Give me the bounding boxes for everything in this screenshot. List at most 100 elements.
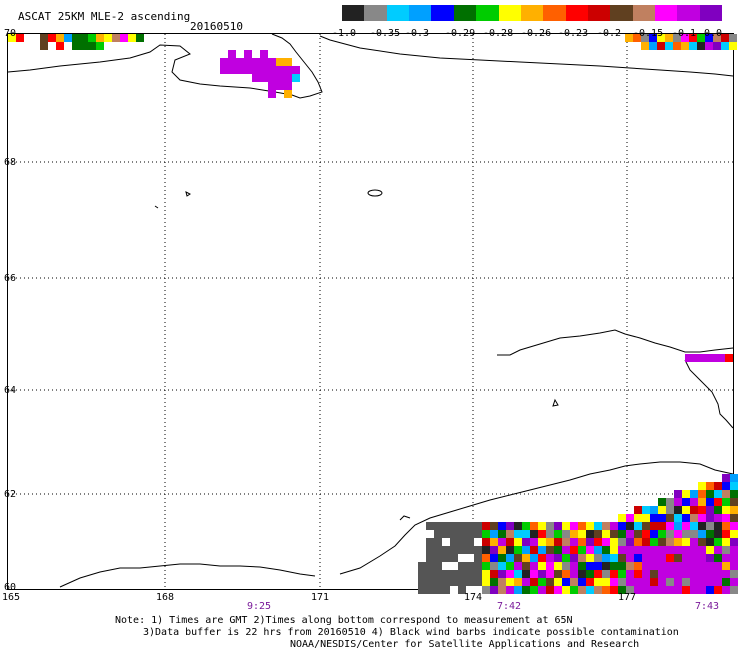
colorbar-label: -0.28 — [483, 28, 514, 39]
wind-cell — [602, 546, 610, 554]
wind-cell — [530, 562, 538, 570]
wind-cell — [490, 586, 498, 594]
wind-cell — [705, 34, 713, 42]
wind-cell — [730, 498, 738, 506]
wind-cell — [658, 554, 666, 562]
colorbar-label: -0.35 — [370, 28, 401, 39]
wind-cell — [602, 522, 610, 530]
wind-cell — [498, 578, 506, 586]
wind-cell — [522, 522, 530, 530]
wind-cell — [442, 538, 450, 546]
lat-label: 66 — [4, 273, 17, 284]
wind-cell — [458, 578, 466, 586]
wind-cell — [426, 546, 434, 554]
wind-cell — [722, 498, 730, 506]
wind-cell — [634, 522, 642, 530]
wind-cell — [506, 554, 514, 562]
wind-cell — [530, 570, 538, 578]
wind-cell — [650, 530, 658, 538]
wind-cell — [665, 34, 673, 42]
wind-cell — [674, 538, 682, 546]
wind-cell — [570, 554, 578, 562]
wind-cell — [292, 66, 300, 74]
wind-cell — [730, 506, 738, 514]
wind-cell — [690, 498, 698, 506]
wind-cell — [450, 554, 458, 562]
wind-cell — [450, 530, 458, 538]
wind-cell — [514, 546, 522, 554]
wind-cell — [482, 546, 490, 554]
wind-cell — [530, 522, 538, 530]
wind-cell — [682, 498, 690, 506]
wind-cell — [474, 586, 482, 594]
wind-cell — [426, 530, 434, 538]
colorbar-label: -0.26 — [521, 28, 552, 39]
wind-cell — [666, 570, 674, 578]
wind-cell — [682, 506, 690, 514]
wind-cell — [418, 578, 426, 586]
wind-cell — [709, 354, 717, 362]
wind-cell — [698, 514, 706, 522]
wind-cell — [610, 546, 618, 554]
colorbar-swatch — [587, 5, 611, 21]
wind-cell — [658, 546, 666, 554]
wind-cell — [228, 66, 236, 74]
wind-cell — [690, 562, 698, 570]
wind-cell — [538, 570, 546, 578]
wind-cell — [16, 34, 24, 42]
wind-cell — [674, 514, 682, 522]
wind-cell — [506, 586, 514, 594]
wind-cell — [634, 586, 642, 594]
wind-cell — [706, 562, 714, 570]
wind-cell — [292, 74, 300, 82]
wind-cell — [522, 578, 530, 586]
wind-cells — [8, 34, 738, 594]
wind-cell — [618, 586, 626, 594]
wind-cell — [722, 514, 730, 522]
wind-cell — [658, 522, 666, 530]
wind-cell — [698, 538, 706, 546]
wind-cell — [682, 522, 690, 530]
wind-cell — [490, 538, 498, 546]
wind-cell — [717, 354, 725, 362]
wind-cell — [506, 570, 514, 578]
note-line-2: 3)Data buffer is 22 hrs from 20160510 4)… — [143, 627, 679, 638]
wind-cell — [260, 66, 268, 74]
wind-cell — [682, 490, 690, 498]
wind-cell — [697, 34, 705, 42]
wind-cell — [474, 522, 482, 530]
colorbar-swatch — [543, 5, 566, 21]
wind-cell — [466, 538, 474, 546]
wind-cell — [626, 578, 634, 586]
wind-cell — [681, 42, 689, 50]
wind-cell — [546, 562, 554, 570]
wind-cell — [666, 578, 674, 586]
wind-cell — [554, 570, 562, 578]
wind-cell — [626, 514, 634, 522]
wind-cell — [714, 490, 722, 498]
wind-cell — [112, 34, 120, 42]
wind-cell — [594, 546, 602, 554]
wind-cell — [586, 578, 594, 586]
wind-cell — [450, 562, 458, 570]
wind-cell — [442, 522, 450, 530]
wind-cell — [730, 514, 738, 522]
wind-cell — [514, 522, 522, 530]
wind-cell — [442, 554, 450, 562]
wind-cell — [562, 530, 570, 538]
wind-cell — [650, 514, 658, 522]
wind-cell — [482, 538, 490, 546]
wind-cell — [721, 34, 729, 42]
wind-cell — [698, 498, 706, 506]
wind-cell — [466, 570, 474, 578]
wind-cell — [514, 562, 522, 570]
wind-cell — [442, 586, 450, 594]
wind-cell — [474, 570, 482, 578]
lat-label: 62 — [4, 489, 17, 500]
wind-cell — [706, 578, 714, 586]
wind-cell — [418, 586, 426, 594]
wind-cell — [594, 562, 602, 570]
colorbar-label: -0.1 — [672, 28, 697, 39]
wind-cell — [674, 554, 682, 562]
wind-cell — [658, 562, 666, 570]
